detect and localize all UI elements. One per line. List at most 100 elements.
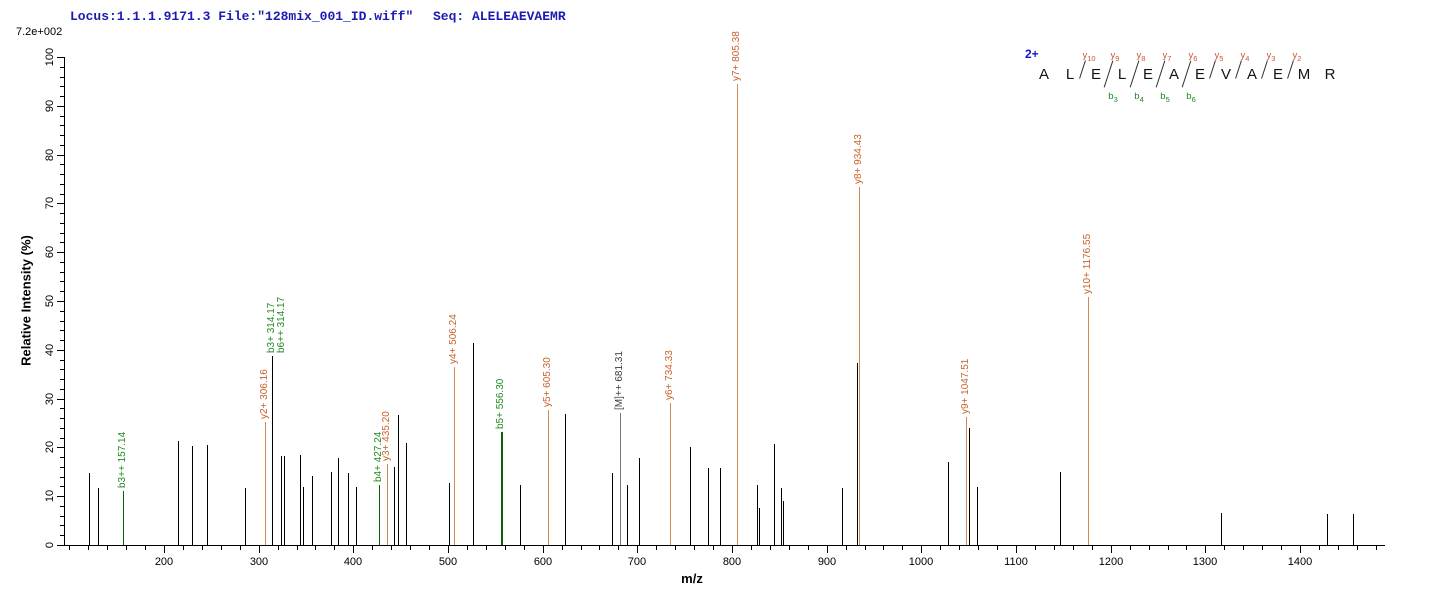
y-axis-tick <box>57 155 64 156</box>
spectrum-peak <box>670 403 671 545</box>
x-axis-tick <box>902 546 903 550</box>
spectrum-peak <box>774 444 775 545</box>
peak-label: y9+ 1047.51 <box>960 358 971 414</box>
y-axis-tick-label: 50 <box>44 294 56 308</box>
x-axis-tick <box>372 546 373 550</box>
x-axis-tick <box>1054 546 1055 550</box>
x-axis-tick <box>656 546 657 550</box>
x-axis-tick <box>240 546 241 550</box>
sequence-residue: E <box>1194 66 1205 83</box>
x-axis-tick <box>221 546 222 550</box>
y-ion-label: y4 <box>1240 50 1250 63</box>
spectrum-peak <box>737 84 738 545</box>
b-ion-label: b3 <box>1108 91 1118 104</box>
x-axis-tick <box>581 546 582 550</box>
fragmentation-slash <box>1129 60 1140 88</box>
spectrum-peak <box>348 473 349 545</box>
x-axis-tick-label: 1000 <box>908 556 934 568</box>
x-axis-title: m/z <box>681 571 703 586</box>
sequence-residue: M <box>1297 66 1311 83</box>
y-axis-tick <box>57 447 64 448</box>
y-axis-tick <box>60 164 64 165</box>
y-axis-tick-label: 100 <box>44 47 56 67</box>
spectrum-peak <box>394 467 395 545</box>
spectrum-peak <box>387 464 388 545</box>
x-axis-tick <box>713 546 714 550</box>
x-axis-tick <box>126 546 127 550</box>
x-axis-tick <box>543 546 544 553</box>
x-axis-tick-label: 500 <box>438 556 458 568</box>
y-axis-line <box>64 57 65 546</box>
spectrum-peak <box>192 446 193 545</box>
y-axis-tick <box>60 184 64 185</box>
y-axis-tick <box>60 428 64 429</box>
x-axis-tick <box>202 546 203 550</box>
sequence-residue: A <box>1168 66 1179 83</box>
spectrum-peak <box>708 468 709 545</box>
spectrum-peak <box>565 414 566 545</box>
y-axis-tick-label: 20 <box>44 440 56 454</box>
spectrum-peak <box>89 473 90 545</box>
spectrum-peak <box>548 410 549 545</box>
sequence-residue: E <box>1272 66 1283 83</box>
x-axis-tick-label: 1100 <box>1004 556 1028 568</box>
peak-label: y10+ 1176.55 <box>1082 233 1093 294</box>
spectrum-peak <box>300 455 301 545</box>
spectrum-peak <box>627 485 628 545</box>
x-axis-tick <box>524 546 525 550</box>
spectrum-peak <box>331 472 332 545</box>
x-axis-tick-label: 900 <box>817 556 837 568</box>
x-axis-tick <box>353 546 354 553</box>
spectrum-peak <box>473 343 474 545</box>
y-axis-tick <box>60 369 64 370</box>
x-axis-tick <box>1243 546 1244 550</box>
spectrum-peak <box>639 458 640 545</box>
sequence-residue: L <box>1117 66 1127 83</box>
spectrum-peak <box>857 363 858 545</box>
x-axis-tick-label: 300 <box>249 556 269 568</box>
spectrum-peak <box>123 491 124 545</box>
x-axis-tick <box>1130 546 1131 550</box>
spectrum-peak <box>612 473 613 545</box>
fragmentation-slash <box>1181 60 1192 88</box>
peak-label: b3++ 157.14 <box>117 431 128 488</box>
x-axis-tick <box>164 546 165 553</box>
peak-label: y4+ 506.24 <box>448 314 459 364</box>
y-axis-tick-label: 70 <box>44 196 56 210</box>
spectrum-peak <box>969 428 970 545</box>
x-axis-tick <box>1357 546 1358 550</box>
y-axis-tick <box>60 233 64 234</box>
y-axis-tick <box>60 125 64 126</box>
x-axis-tick-label: 200 <box>154 556 174 568</box>
x-axis-tick <box>997 546 998 550</box>
x-axis-tick <box>391 546 392 550</box>
y-axis-tick <box>57 252 64 253</box>
y-axis-tick <box>60 477 64 478</box>
spectrum-peak <box>842 488 843 545</box>
spectrum-peak <box>303 487 304 545</box>
x-axis-tick <box>959 546 960 550</box>
x-axis-tick <box>694 546 695 550</box>
x-axis-tick <box>978 546 979 550</box>
spectrum-peak <box>620 413 621 545</box>
x-axis-tick-label: 1200 <box>1098 556 1124 568</box>
y-axis-tick-label: 10 <box>44 489 56 503</box>
spectrum-peak <box>398 415 399 545</box>
spectrum-peak <box>281 456 282 545</box>
spectrum-peak <box>178 441 179 545</box>
b-ion-label: b5 <box>1160 91 1170 104</box>
spectrum-peak <box>690 447 691 545</box>
y-axis-tick <box>60 135 64 136</box>
x-axis-tick <box>69 546 70 550</box>
y-axis-tick <box>60 77 64 78</box>
x-axis-tick <box>448 546 449 553</box>
spectrum-peak <box>501 432 503 545</box>
y-axis-tick <box>60 389 64 390</box>
x-axis-tick <box>1300 546 1301 553</box>
spectrum-peak <box>1088 297 1089 545</box>
sequence-residue: A <box>1038 66 1049 83</box>
y-axis-tick <box>60 457 64 458</box>
x-axis-tick <box>1319 546 1320 550</box>
spectrum-peak <box>312 476 313 545</box>
